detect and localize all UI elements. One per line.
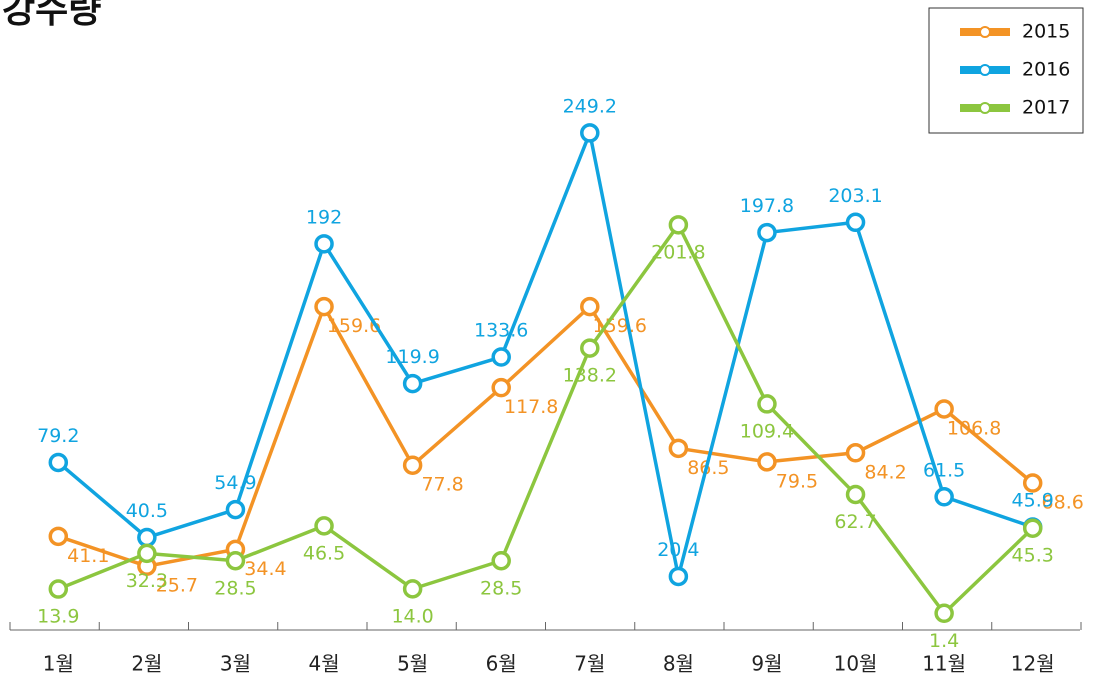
x-tick-label: 2월 (131, 652, 162, 676)
point (225, 499, 246, 520)
point (668, 215, 689, 235)
point (1022, 518, 1043, 538)
x-tick-label: 7월 (574, 652, 605, 676)
data-label: 79.2 (37, 425, 79, 447)
data-label: 41.1 (67, 545, 109, 567)
data-label: 192 (306, 206, 342, 228)
data-label: 1.4 (929, 630, 959, 652)
data-label: 34.4 (244, 558, 286, 580)
data-label: 133.6 (474, 320, 528, 342)
point (402, 455, 423, 475)
data-label: 32.3 (126, 570, 168, 592)
point (757, 222, 777, 243)
data-label: 159.6 (593, 315, 647, 337)
series-line (57, 126, 1034, 577)
data-label: 13.9 (37, 606, 79, 628)
data-label: 28.5 (214, 577, 256, 599)
data-label: 61.5 (923, 459, 965, 481)
point (402, 373, 423, 394)
x-tick-label: 1월 (43, 652, 74, 676)
data-label: 201.8 (651, 241, 705, 263)
point (48, 579, 69, 599)
data-label: 138.2 (563, 365, 617, 387)
legend-label: 2015 (1022, 21, 1070, 43)
point (48, 526, 69, 547)
data-label: 54.9 (214, 472, 256, 494)
data-label: 40.5 (126, 500, 168, 522)
x-tick-label: 4월 (308, 652, 339, 676)
data-label: 20.4 (657, 539, 699, 561)
data-label: 45.9 (1012, 490, 1054, 512)
legend-marker (979, 26, 991, 38)
legend-marker (979, 64, 991, 76)
point (137, 543, 157, 564)
data-label: 46.5 (303, 542, 345, 564)
legend-label: 2017 (1022, 97, 1070, 119)
point (580, 296, 600, 317)
data-label: 68.6 (1042, 492, 1084, 514)
data-label: 117.8 (504, 396, 558, 418)
series-line (57, 302, 1034, 568)
data-label: 84.2 (864, 461, 906, 483)
data-label: 77.8 (421, 474, 463, 496)
data-label: 119.9 (385, 346, 439, 368)
point (491, 551, 511, 571)
point (934, 603, 954, 624)
point (580, 338, 600, 358)
point (934, 399, 954, 419)
point (491, 377, 511, 398)
point (314, 296, 334, 317)
point (845, 443, 866, 463)
point (845, 212, 866, 233)
point (668, 566, 689, 587)
data-label: 159.6 (327, 315, 381, 337)
x-tick-label: 3월 (220, 652, 251, 676)
data-label: 79.5 (776, 470, 818, 492)
series-line (57, 221, 1034, 616)
data-label: 25.7 (156, 575, 198, 597)
data-label: 249.2 (563, 95, 617, 117)
data-label: 28.5 (480, 577, 522, 599)
x-tick-label: 10월 (834, 652, 878, 676)
chart-title: 강수량 (2, 0, 101, 31)
point (580, 123, 600, 143)
point (845, 484, 866, 505)
data-label: 86.5 (687, 457, 729, 479)
legend-label: 2016 (1022, 59, 1070, 81)
data-label: 14.0 (391, 605, 433, 627)
x-tick-label: 8월 (663, 652, 694, 676)
point (48, 452, 69, 473)
x-tick-label: 11월 (922, 652, 966, 676)
point (402, 579, 423, 599)
data-label: 203.1 (828, 185, 882, 207)
point (225, 551, 246, 571)
data-label: 45.3 (1012, 545, 1054, 567)
x-tick-label: 5월 (397, 652, 428, 676)
data-label: 197.8 (740, 195, 794, 217)
point (491, 347, 511, 367)
point (668, 438, 689, 459)
x-tick-label: 12월 (1011, 652, 1055, 676)
data-label: 109.4 (740, 420, 794, 442)
point (1022, 473, 1043, 493)
point (314, 516, 334, 536)
point (757, 394, 777, 414)
point (137, 527, 157, 548)
x-tick-label: 9월 (751, 652, 782, 676)
point (757, 452, 777, 472)
data-label: 62.7 (834, 511, 876, 533)
x-tick-label: 6월 (486, 652, 517, 676)
point (934, 487, 954, 507)
data-label: 106.8 (947, 417, 1001, 439)
legend-marker (979, 102, 991, 114)
point (314, 234, 334, 254)
